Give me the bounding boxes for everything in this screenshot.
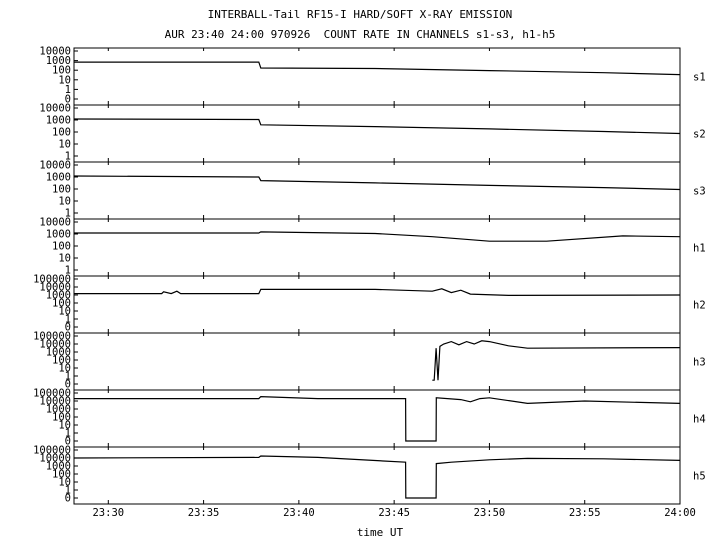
- panel-frame-h3: [73, 332, 681, 391]
- x-tick-label: 23:50: [474, 507, 506, 519]
- series-line-s3: [73, 175, 681, 191]
- y-tick-label-h5: 10: [58, 477, 71, 489]
- x-tick-label: 24:00: [664, 507, 696, 519]
- y-tick-label-s1: 10000: [39, 46, 71, 58]
- y-tick-label-s3: 10: [58, 196, 71, 208]
- series-line-h2: [74, 288, 681, 297]
- series-line-h5: [73, 455, 681, 499]
- y-tick-label-s2: 10000: [39, 103, 71, 115]
- channel-label-s3: s3: [693, 186, 706, 198]
- series-line-s2: [73, 118, 681, 135]
- panel-frame-h2: [73, 275, 681, 334]
- y-tick-label-h4: 0: [65, 436, 71, 448]
- y-tick-label-s1: 100: [52, 65, 71, 77]
- y-tick-label-h1: 100: [52, 241, 71, 253]
- y-tick-label-h1: 10000: [39, 217, 71, 229]
- y-tick-label-s3: 10000: [39, 160, 71, 172]
- y-tick-label-h2: 1000: [46, 290, 71, 302]
- channel-label-h5: h5: [693, 471, 706, 483]
- y-tick-label-h2: 1: [65, 314, 71, 326]
- y-tick-label-h4: 100000: [33, 388, 71, 400]
- series-line-h4: [74, 395, 681, 442]
- y-tick-label-s1: 10: [58, 74, 71, 86]
- channel-label-h4: h4: [693, 414, 706, 426]
- y-tick-label-s2: 100: [52, 127, 71, 139]
- panel-frame-h5: [73, 446, 681, 505]
- panel-frame-s1: [73, 47, 681, 106]
- chart-subtitle: AUR 23:40 24:00 970926 COUNT RATE IN CHA…: [164, 28, 556, 41]
- y-tick-label-h3: 1: [65, 371, 71, 383]
- x-tick-label: 23:35: [188, 507, 220, 519]
- series-line-s1: [74, 61, 681, 76]
- y-tick-label-s1: 0: [65, 94, 71, 106]
- x-tick-label: 23:45: [378, 507, 410, 519]
- channel-label-h2: h2: [693, 300, 706, 312]
- panel-frame-s2: [73, 104, 681, 163]
- channel-label-s1: s1: [693, 72, 706, 84]
- y-tick-label-h3: 0: [65, 379, 71, 391]
- y-tick-label-h2: 10000: [39, 282, 71, 294]
- chart-title: INTERBALL-Tail RF15-I HARD/SOFT X-RAY EM…: [207, 8, 513, 21]
- y-tick-label-h5: 100000: [33, 445, 71, 457]
- panel-frame-s3: [73, 161, 681, 220]
- y-tick-label-s3: 100: [52, 184, 71, 196]
- y-tick-label-h2: 10: [58, 306, 71, 318]
- series-line-h1: [74, 231, 681, 242]
- y-tick-label-h5: 100: [52, 469, 71, 481]
- y-tick-label-s1: 1: [65, 84, 71, 96]
- y-tick-label-s3: 1: [65, 208, 71, 220]
- y-tick-label-s3: 1000: [46, 172, 71, 184]
- y-tick-label-h3: 1000: [46, 347, 71, 359]
- y-tick-label-h4: 1: [65, 428, 71, 440]
- y-tick-label-h3: 10000: [39, 339, 71, 351]
- channel-label-h3: h3: [693, 357, 706, 369]
- y-tick-label-h5: 10000: [39, 453, 71, 465]
- x-tick-label: 23:40: [283, 507, 315, 519]
- y-tick-label-s2: 10: [58, 139, 71, 151]
- y-tick-label-h1: 1000: [46, 229, 71, 241]
- y-tick-label-h5: 0: [65, 493, 71, 505]
- channel-label-s2: s2: [693, 129, 706, 141]
- x-tick-label: 23:30: [92, 507, 124, 519]
- y-tick-label-h2: 100000: [33, 274, 71, 286]
- y-tick-label-h2: 0: [65, 322, 71, 334]
- y-tick-label-h3: 10: [58, 363, 71, 375]
- y-tick-label-h3: 100: [52, 355, 71, 367]
- x-axis-label: time UT: [356, 526, 404, 539]
- x-tick-label: 23:55: [569, 507, 601, 519]
- panel-frame-h1: [73, 218, 681, 277]
- y-tick-label-h2: 100: [52, 298, 71, 310]
- series-line-h3: [432, 340, 681, 381]
- y-tick-label-s2: 1: [65, 151, 71, 163]
- y-tick-label-h1: 10: [58, 253, 71, 265]
- channel-label-h1: h1: [693, 243, 706, 255]
- y-tick-label-h4: 10: [58, 420, 71, 432]
- y-tick-label-s1: 1000: [46, 55, 71, 67]
- y-tick-label-s2: 1000: [46, 115, 71, 127]
- y-tick-label-h1: 1: [65, 265, 71, 277]
- y-tick-label-h4: 1000: [46, 404, 71, 416]
- y-tick-label-h3: 100000: [33, 331, 71, 343]
- y-tick-label-h5: 1000: [46, 461, 71, 473]
- y-tick-label-h4: 100: [52, 412, 71, 424]
- y-tick-label-h5: 1: [65, 485, 71, 497]
- y-tick-label-h4: 10000: [39, 396, 71, 408]
